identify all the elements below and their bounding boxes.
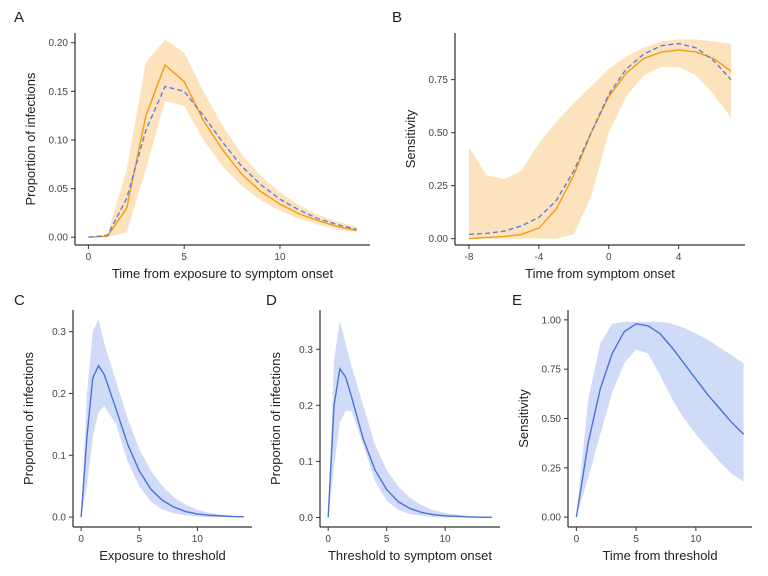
series-line [80, 364, 244, 518]
y-tick-label: 0.00 [542, 513, 562, 524]
y-tick-label: 0.3 [299, 345, 313, 356]
x-tick-label: 0 [574, 534, 580, 545]
x-tick-label: -4 [534, 252, 543, 263]
x-axis-title: Time from exposure to symptom onset [112, 266, 334, 281]
panel-letter: C [14, 292, 25, 309]
panel-letter: D [266, 292, 277, 309]
x-axis-title: Time from symptom onset [525, 266, 675, 281]
series-line [88, 85, 357, 238]
y-tick-label: 0.2 [52, 389, 66, 400]
panel: C 0.0 0.1 0.2 0.3 0 5 10 Exposure to threshold Pr… [14, 292, 252, 563]
x-tick-label: 0 [78, 534, 84, 545]
x-tick-label: 10 [274, 252, 286, 263]
y-tick-label: 0.0 [299, 513, 313, 524]
y-axis-title: Sensitivity [516, 389, 531, 448]
panel: A 0.00 0.05 0.10 0.15 0.20 0 5 10 Time from expos… [14, 9, 370, 281]
x-tick-label: 5 [136, 534, 142, 545]
confidence-band [576, 321, 744, 518]
x-tick-label: 10 [192, 534, 204, 545]
y-tick-label: 0.05 [49, 184, 69, 195]
x-axis-title: Exposure to threshold [99, 548, 225, 563]
confidence-band [468, 39, 732, 239]
x-tick-label: 5 [181, 252, 187, 263]
y-tick-label: 0.00 [429, 234, 449, 245]
y-axis-title: Proportion of infections [268, 352, 283, 485]
y-tick-label: 0.10 [49, 135, 69, 146]
panel: D 0.0 0.1 0.2 0.3 0 5 10 Threshold to symptom on… [266, 292, 500, 563]
x-tick-label: 0 [606, 252, 612, 263]
x-tick-label: -8 [465, 252, 474, 263]
x-tick-label: 10 [440, 534, 452, 545]
confidence-band [328, 321, 492, 518]
y-tick-label: 0.0 [52, 513, 66, 524]
y-tick-label: 0.20 [49, 38, 69, 49]
x-tick-label: 0 [325, 534, 331, 545]
panel: E 0.00 0.25 0.50 0.75 1.00 0 5 10 Time from thres… [512, 292, 752, 563]
y-axis-title: Sensitivity [403, 109, 418, 168]
panel-letter: B [392, 9, 402, 26]
x-tick-label: 5 [633, 534, 639, 545]
x-axis-title: Time from threshold [602, 548, 717, 563]
panel-letter: A [14, 9, 24, 26]
x-tick-label: 5 [384, 534, 390, 545]
y-tick-label: 0.50 [429, 128, 449, 139]
panel-letter: E [512, 292, 522, 309]
x-tick-label: 4 [676, 252, 682, 263]
x-tick-label: 10 [690, 534, 702, 545]
series-line [468, 42, 732, 236]
y-tick-label: 0.75 [429, 75, 449, 86]
y-tick-label: 0.25 [542, 463, 562, 474]
y-tick-label: 0.50 [542, 414, 562, 425]
y-tick-label: 0.15 [49, 87, 69, 98]
y-tick-label: 1.00 [542, 315, 562, 326]
y-tick-label: 0.25 [429, 181, 449, 192]
x-tick-label: 0 [86, 252, 92, 263]
y-tick-label: 0.1 [299, 457, 313, 468]
y-tick-label: 0.2 [299, 401, 313, 412]
y-axis-title: Proportion of infections [21, 352, 36, 485]
y-tick-label: 0.3 [52, 327, 66, 338]
confidence-band [81, 319, 244, 518]
series-line [575, 323, 745, 518]
confidence-band [88, 39, 357, 238]
series-line [327, 367, 492, 518]
x-axis-title: Threshold to symptom onset [328, 548, 492, 563]
y-tick-label: 0.00 [49, 233, 69, 244]
y-tick-label: 0.1 [52, 451, 66, 462]
y-axis-title: Proportion of infections [23, 72, 38, 205]
y-tick-label: 0.75 [542, 365, 562, 376]
